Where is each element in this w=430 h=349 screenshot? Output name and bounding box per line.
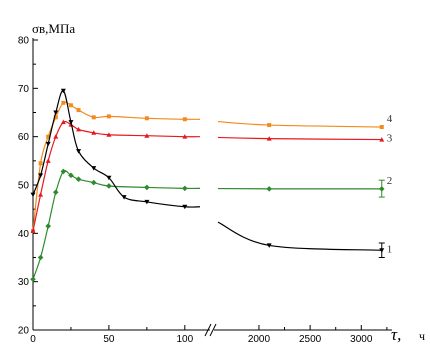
y-tick-label: 80 xyxy=(18,36,30,47)
data-point xyxy=(61,100,66,105)
series-1: 1 xyxy=(30,88,393,258)
data-point xyxy=(38,173,44,178)
data-point xyxy=(76,149,82,154)
data-point xyxy=(144,199,150,205)
data-point xyxy=(45,223,51,229)
data-point xyxy=(60,168,67,175)
y-axis-label: σв,МПа xyxy=(32,21,75,36)
data-point xyxy=(68,172,74,179)
data-point xyxy=(76,126,82,132)
data-point xyxy=(90,179,97,186)
data-point xyxy=(52,189,59,196)
y-tick-label: 40 xyxy=(18,229,30,240)
x-tick-label: 0 xyxy=(30,334,36,345)
data-point xyxy=(38,161,43,166)
data-point xyxy=(91,166,97,171)
data-point xyxy=(91,130,97,135)
data-point xyxy=(45,141,51,147)
data-point xyxy=(266,136,272,141)
chart-tick-labels: 20 30 40 50 60 70 80 0 50 100 2000 2500 3000 xyxy=(18,36,373,346)
y-tick-label: 50 xyxy=(18,181,30,192)
series-4: 4 xyxy=(31,100,393,233)
x-tick-label: 2500 xyxy=(299,334,322,345)
x-tick-label: 2000 xyxy=(248,334,271,345)
data-point xyxy=(68,103,73,108)
series-line xyxy=(32,120,201,232)
data-point xyxy=(379,137,385,142)
axis-break-mark xyxy=(209,323,217,337)
series-line xyxy=(217,120,382,128)
data-point xyxy=(106,175,112,181)
series-line xyxy=(32,90,201,208)
data-point xyxy=(53,115,58,120)
series-line xyxy=(217,221,382,251)
series-label: 2 xyxy=(387,175,393,187)
data-point xyxy=(37,254,44,261)
x-tick-label: 100 xyxy=(176,334,193,345)
chart-series: 4 3 2 1 xyxy=(30,88,393,283)
data-point xyxy=(30,192,36,198)
series-label: 1 xyxy=(387,243,393,255)
x-tick-label: 3000 xyxy=(350,334,373,345)
series-line xyxy=(217,136,382,141)
x-axis-label: τ, xyxy=(391,325,401,344)
data-point xyxy=(46,134,51,139)
data-point xyxy=(144,133,150,138)
y-tick-label: 70 xyxy=(18,84,30,95)
data-point xyxy=(106,132,112,137)
y-tick-label: 60 xyxy=(18,132,30,143)
chart-axes xyxy=(32,38,392,337)
data-point xyxy=(121,195,127,200)
data-point xyxy=(144,116,149,121)
data-point xyxy=(106,114,111,119)
x-tick-label: 50 xyxy=(103,334,115,345)
series-line xyxy=(32,170,201,280)
axis-break-mark xyxy=(204,323,212,337)
data-point xyxy=(91,115,96,120)
data-point xyxy=(30,228,36,233)
data-point xyxy=(53,110,59,115)
data-point xyxy=(60,88,66,94)
x-axis-unit: ч xyxy=(419,329,425,343)
data-point xyxy=(182,117,187,122)
series-line xyxy=(32,101,201,231)
data-point xyxy=(182,134,188,139)
data-point xyxy=(267,123,272,128)
data-point xyxy=(38,192,44,197)
data-point xyxy=(76,108,81,113)
data-point xyxy=(182,185,188,192)
series-label: 3 xyxy=(387,133,393,145)
y-tick-label: 20 xyxy=(18,326,30,337)
data-point xyxy=(379,125,384,129)
data-point xyxy=(106,183,112,189)
data-point xyxy=(45,158,51,163)
series-3: 3 xyxy=(30,119,393,233)
data-point xyxy=(68,120,74,125)
data-point xyxy=(266,186,272,192)
data-point xyxy=(144,184,150,191)
data-point xyxy=(30,276,36,283)
data-point xyxy=(53,134,59,139)
data-point xyxy=(60,119,66,125)
data-point xyxy=(75,176,82,182)
series-label: 4 xyxy=(387,113,393,125)
data-point xyxy=(182,204,188,210)
series-2: 2 xyxy=(30,168,393,283)
data-point xyxy=(266,243,272,248)
y-tick-label: 30 xyxy=(18,277,30,288)
